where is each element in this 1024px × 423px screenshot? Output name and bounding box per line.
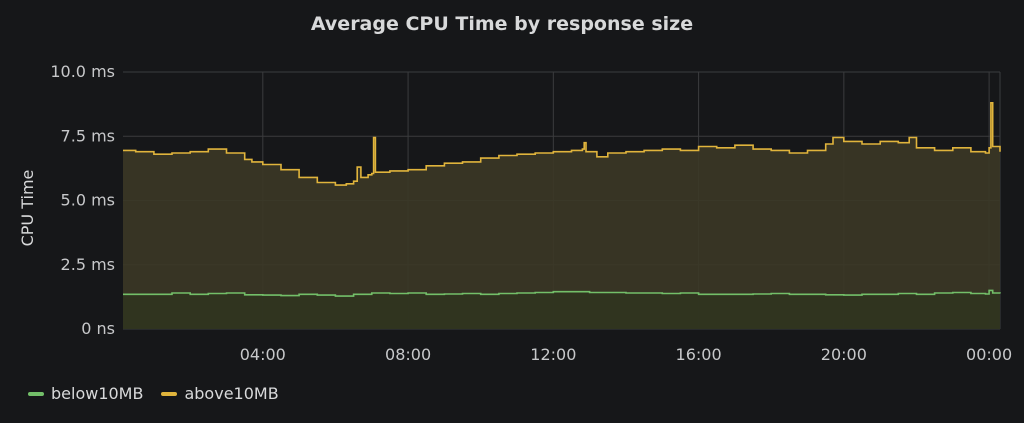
y-tick-label-4: 10.0 ms xyxy=(50,62,115,81)
x-tick-label-4: 20:00 xyxy=(821,345,867,364)
y-tick-label-3: 7.5 ms xyxy=(61,126,115,145)
legend-label-below10MB: below10MB xyxy=(51,384,144,403)
series-line-above10MB xyxy=(123,102,1001,186)
legend: below10MB above10MB xyxy=(28,384,279,403)
series-area-below10MB xyxy=(123,290,1000,329)
x-axis-ticks: 04:00 08:00 12:00 16:00 20:00 00:00 xyxy=(240,345,1012,364)
series-line-below10MB xyxy=(123,289,1001,297)
legend-item-above10MB[interactable]: above10MB xyxy=(161,384,279,403)
legend-item-below10MB[interactable]: below10MB xyxy=(28,384,143,403)
y-tick-label-2: 5.0 ms xyxy=(61,191,115,210)
area-fills xyxy=(123,102,1000,329)
x-tick-label-2: 12:00 xyxy=(530,345,576,364)
y-tick-label-0: 0 ns xyxy=(81,319,115,338)
x-tick-label-0: 04:00 xyxy=(240,345,286,364)
series-lines xyxy=(123,102,1001,297)
y-axis-ticks: 0 ns 2.5 ms 5.0 ms 7.5 ms 10.0 ms xyxy=(50,62,115,338)
x-tick-label-3: 16:00 xyxy=(676,345,722,364)
x-tick-label-1: 08:00 xyxy=(385,345,431,364)
y-axis-label: CPU Time xyxy=(18,170,37,247)
legend-swatch-below10MB xyxy=(28,391,44,396)
series-area-above10MB xyxy=(123,102,1000,329)
x-tick-label-5: 00:00 xyxy=(966,345,1012,364)
legend-label-above10MB: above10MB xyxy=(184,384,279,403)
y-tick-label-1: 2.5 ms xyxy=(61,255,115,274)
legend-swatch-above10MB xyxy=(161,391,178,396)
chart-title: Average CPU Time by response size xyxy=(311,13,693,35)
